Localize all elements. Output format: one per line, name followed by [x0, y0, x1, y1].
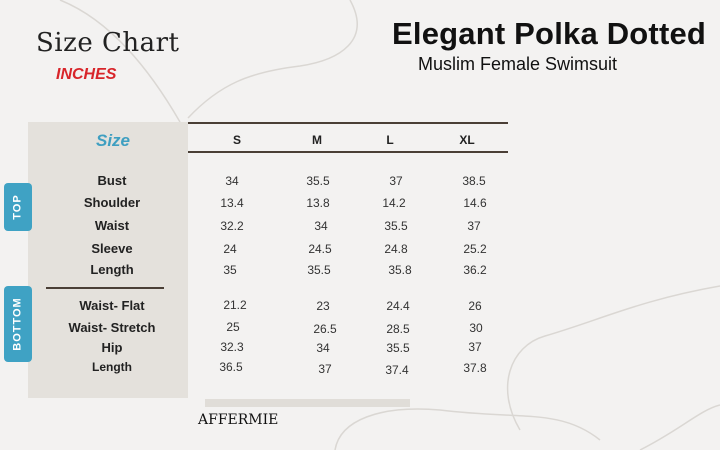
row-label-bottom-length: Length: [92, 360, 132, 374]
cell-waist-s: 32.2: [220, 219, 244, 233]
size-chart-title: Size Chart: [36, 28, 180, 58]
cell-hip-m: 34: [316, 341, 330, 355]
cell-waist-m: 34: [314, 219, 328, 233]
row-label-hip: Hip: [101, 340, 123, 355]
cell-waist-stretch-l: 28.5: [386, 322, 410, 336]
cell-hip-l: 35.5: [386, 341, 410, 355]
cell-sleeve-s: 24: [223, 242, 237, 256]
row-label-shoulder: Shoulder: [83, 195, 141, 210]
cell-bottom-length-xl: 37.8: [463, 361, 487, 375]
row-label-length: Length: [90, 262, 134, 277]
cell-shoulder-xl: 14.6: [463, 196, 487, 210]
row-label-bust: Bust: [97, 173, 127, 188]
section-divider: [46, 287, 164, 289]
header-top-rule: [188, 122, 508, 124]
brand-name: AFFERMIE: [198, 412, 279, 428]
cell-length-s: 35: [223, 263, 237, 277]
cell-bust-s: 34: [225, 174, 239, 188]
size-header-l: L: [386, 133, 394, 147]
cell-sleeve-m: 24.5: [308, 242, 332, 256]
cell-waist-xl: 37: [467, 219, 481, 233]
cell-length-m: 35.5: [307, 263, 331, 277]
cell-waist-stretch-s: 25: [226, 320, 240, 334]
cell-shoulder-s: 13.4: [220, 196, 244, 210]
cell-sleeve-l: 24.8: [384, 242, 408, 256]
brand-underline-bar: [205, 399, 410, 407]
units-label: INCHES: [56, 66, 117, 83]
size-column-label: Size: [95, 131, 131, 150]
cell-shoulder-l: 14.2: [382, 196, 406, 210]
cell-waist-flat-s: 21.2: [223, 298, 247, 312]
section-tab-bottom-label: BOTTOM: [12, 297, 24, 351]
cell-waist-flat-m: 23: [316, 299, 330, 313]
section-tab-top-label: TOP: [11, 194, 24, 220]
cell-bust-xl: 38.5: [462, 174, 486, 188]
cell-length-l: 35.8: [388, 263, 412, 277]
cell-bust-l: 37: [389, 174, 403, 188]
cell-hip-s: 32.3: [220, 340, 244, 354]
cell-bottom-length-m: 37: [318, 362, 332, 376]
cell-waist-stretch-m: 26.5: [313, 322, 337, 336]
cell-bottom-length-l: 37.4: [385, 363, 409, 377]
size-header-xl: XL: [459, 133, 475, 147]
row-label-waist-stretch: Waist- Stretch: [68, 320, 156, 335]
size-header-m: M: [312, 133, 322, 147]
cell-length-xl: 36.2: [463, 263, 487, 277]
row-label-waist: Waist: [94, 218, 130, 233]
row-label-sleeve: Sleeve: [91, 241, 133, 256]
cell-sleeve-xl: 25.2: [463, 242, 487, 256]
header-bottom-rule: [188, 151, 508, 153]
product-subheadline: Muslim Female Swimsuit: [418, 54, 618, 74]
cell-waist-flat-xl: 26: [468, 299, 482, 313]
size-header-s: S: [232, 133, 241, 147]
product-headline: Elegant Polka Dotted: [392, 16, 707, 51]
section-tab-bottom: BOTTOM: [4, 286, 32, 362]
cell-shoulder-m: 13.8: [306, 196, 330, 210]
section-tab-top: TOP: [4, 183, 32, 231]
cell-hip-xl: 37: [468, 340, 482, 354]
cell-waist-flat-l: 24.4: [386, 299, 410, 313]
row-label-waist-flat: Waist- Flat: [79, 298, 145, 313]
measurement-label-panel: [28, 122, 188, 398]
cell-waist-stretch-xl: 30: [469, 321, 483, 335]
cell-bottom-length-s: 36.5: [219, 360, 243, 374]
cell-waist-l: 35.5: [384, 219, 408, 233]
cell-bust-m: 35.5: [306, 174, 330, 188]
